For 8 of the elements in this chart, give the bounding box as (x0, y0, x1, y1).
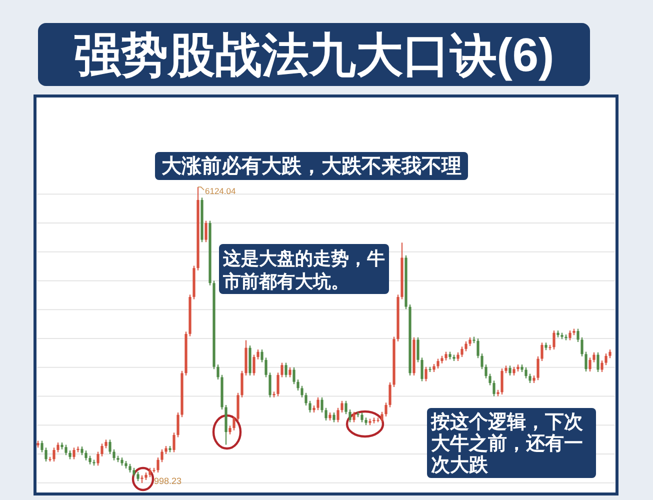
annotation: 998.23 (154, 476, 182, 486)
chart-title: 强势股战法九大口诀(6) (74, 28, 554, 81)
annotation: 按这个逻辑，下次大牛之前，还有一次大跌 (427, 408, 596, 478)
annotation: 6124.04 (205, 186, 236, 196)
annotation: 大涨前必有大跌，大跌不来我不理 (155, 152, 468, 180)
annotation: 6124.04 (198, 186, 236, 196)
title: 强势股战法九大口诀(6) (38, 23, 590, 86)
annotation: 这是大盘的走势，牛市前都有大坑。 (219, 244, 389, 294)
